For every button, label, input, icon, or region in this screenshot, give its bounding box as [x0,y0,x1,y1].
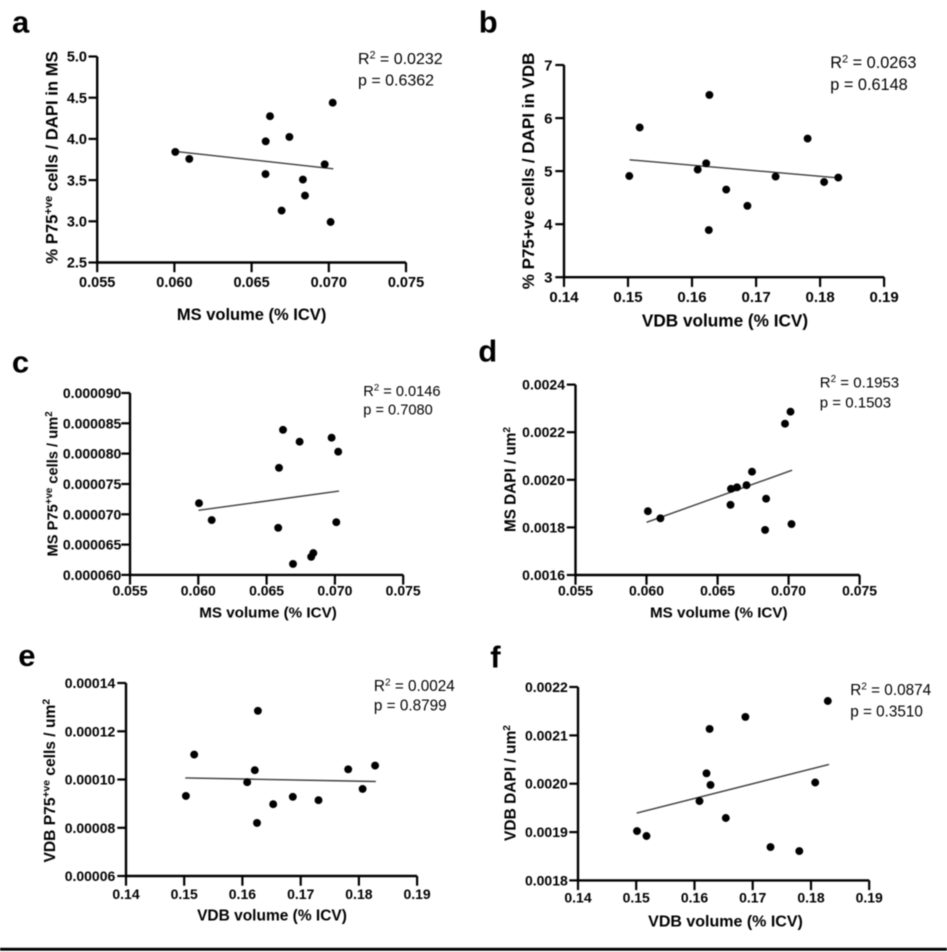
svg-text:0.16: 0.16 [681,890,708,906]
svg-text:0.0018: 0.0018 [522,519,565,535]
svg-text:0.14: 0.14 [112,886,139,902]
svg-text:3: 3 [544,270,552,287]
svg-text:p = 0.1503: p = 0.1503 [820,394,891,411]
svg-text:0.19: 0.19 [869,289,898,306]
svg-text:6: 6 [544,111,552,128]
svg-text:VDB volume (% ICV): VDB volume (% ICV) [197,907,347,924]
svg-text:R2 = 0.0874: R2 = 0.0874 [850,681,931,699]
svg-text:p = 0.6362: p = 0.6362 [358,72,434,89]
svg-text:0.000075: 0.000075 [63,476,122,492]
svg-text:MS volume (% ICV): MS volume (% ICV) [177,306,326,324]
svg-text:MS volume (% ICV): MS volume (% ICV) [199,605,337,622]
svg-text:VDB volume (% ICV): VDB volume (% ICV) [642,311,808,331]
svg-text:0.060: 0.060 [629,582,664,598]
svg-text:0.0024: 0.0024 [522,377,565,393]
svg-text:5.0: 5.0 [67,50,87,66]
svg-text:% P75+ve cells / DAPI in VDB: % P75+ve cells / DAPI in VDB [519,53,538,290]
svg-text:d: d [478,334,497,369]
svg-text:0.17: 0.17 [741,289,770,306]
svg-text:b: b [479,4,498,39]
svg-text:0.000090: 0.000090 [63,385,122,401]
svg-text:% P75+ve​ cells / DAPI in MS: % P75+ve​ cells / DAPI in MS [43,51,62,264]
svg-text:0.055: 0.055 [79,275,115,291]
svg-text:0.000060: 0.000060 [63,567,122,583]
svg-text:0.00006: 0.00006 [65,868,116,884]
svg-text:0.00010: 0.00010 [65,772,116,788]
svg-text:VDB P75+ve​ cells / um2​: VDB P75+ve​ cells / um2​ [41,699,59,863]
svg-text:0.0019: 0.0019 [525,824,568,840]
svg-text:2.5: 2.5 [67,256,87,272]
svg-text:MS volume (% ICV): MS volume (% ICV) [650,605,788,622]
svg-text:0.0022: 0.0022 [522,424,565,440]
svg-text:4.5: 4.5 [67,91,87,107]
svg-text:5: 5 [544,164,552,181]
svg-text:0.070: 0.070 [771,582,806,598]
svg-text:R2 = 0.0263: R2 = 0.0263 [830,54,916,73]
svg-text:R2 = 0.1953: R2 = 0.1953 [820,374,899,392]
svg-text:p = 0.8799: p = 0.8799 [374,698,447,715]
svg-text:0.065: 0.065 [700,582,735,598]
svg-text:p = 0.6148: p = 0.6148 [830,76,907,94]
svg-text:p = 0.7080: p = 0.7080 [363,403,432,419]
svg-text:R2 = 0.0024: R2 = 0.0024 [374,677,455,695]
svg-text:4.0: 4.0 [67,132,87,148]
svg-text:0.075: 0.075 [388,275,424,291]
svg-text:0.19: 0.19 [856,890,883,906]
svg-text:0.075: 0.075 [842,582,877,598]
svg-text:R2 = 0.0146: R2 = 0.0146 [363,382,440,400]
svg-text:0.17: 0.17 [739,890,766,906]
svg-text:0.065: 0.065 [233,275,269,291]
svg-text:R2 = 0.0232: R2 = 0.0232 [358,49,443,68]
svg-text:0.15: 0.15 [171,886,198,902]
svg-text:VDB DAPI / um2​: VDB DAPI / um2​ [502,725,520,841]
svg-text:0.060: 0.060 [181,582,216,598]
svg-text:0.000085: 0.000085 [63,415,122,431]
svg-text:0.075: 0.075 [386,582,421,598]
svg-text:0.065: 0.065 [249,582,284,598]
svg-text:0.000065: 0.000065 [63,537,122,553]
svg-text:0.00012: 0.00012 [65,723,116,739]
svg-text:0.17: 0.17 [287,886,314,902]
svg-text:0.0022: 0.0022 [525,679,568,695]
svg-text:0.18: 0.18 [797,890,824,906]
svg-text:0.000070: 0.000070 [63,506,122,522]
svg-text:7: 7 [544,57,552,74]
svg-text:p = 0.3510: p = 0.3510 [850,703,923,720]
svg-text:0.16: 0.16 [229,886,256,902]
svg-text:0.18: 0.18 [345,886,372,902]
svg-text:0.055: 0.055 [112,582,147,598]
svg-text:0.15: 0.15 [613,289,642,306]
svg-text:e: e [18,638,35,673]
svg-text:0.0018: 0.0018 [525,872,568,888]
svg-text:3.0: 3.0 [67,215,87,231]
svg-text:f: f [490,640,501,675]
svg-text:0.000080: 0.000080 [63,446,122,462]
svg-text:0.16: 0.16 [677,289,706,306]
svg-text:c: c [12,344,29,379]
svg-text:0.18: 0.18 [805,289,834,306]
svg-text:MS DAPI / um2​: MS DAPI / um2​ [502,427,520,532]
svg-text:0.0020: 0.0020 [525,776,568,792]
svg-text:MS P75+ve​ cells / um2​: MS P75+ve​ cells / um2​ [44,411,62,556]
svg-text:0.14: 0.14 [564,890,591,906]
svg-text:0.070: 0.070 [317,582,352,598]
svg-text:VDB volume (% ICV): VDB volume (% ICV) [648,914,803,931]
svg-text:0.14: 0.14 [549,289,579,306]
svg-text:0.0016: 0.0016 [522,567,565,583]
svg-text:4: 4 [544,217,553,234]
svg-text:0.19: 0.19 [403,886,430,902]
svg-text:0.055: 0.055 [558,582,593,598]
svg-text:0.00014: 0.00014 [65,675,116,691]
svg-text:3.5: 3.5 [67,173,87,189]
svg-text:0.060: 0.060 [156,275,192,291]
svg-text:0.0021: 0.0021 [525,727,568,743]
svg-text:a: a [12,4,30,39]
svg-text:0.15: 0.15 [623,890,650,906]
svg-text:0.00008: 0.00008 [65,820,116,836]
svg-text:0.070: 0.070 [311,275,347,291]
svg-text:0.0020: 0.0020 [522,472,565,488]
